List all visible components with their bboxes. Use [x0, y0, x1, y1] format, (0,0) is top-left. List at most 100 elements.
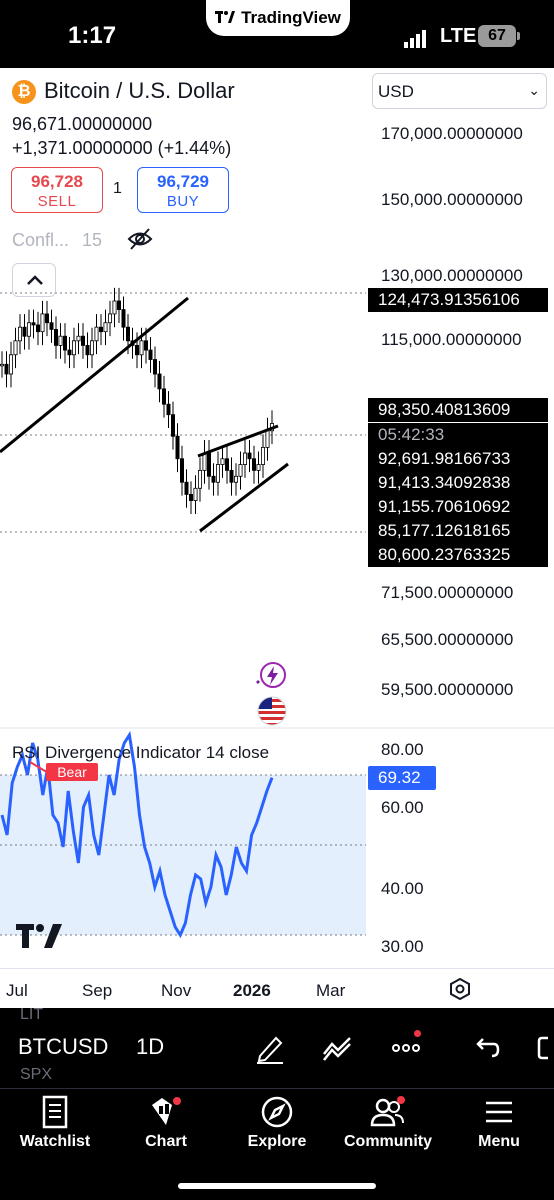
drawing-pen-icon[interactable] — [252, 1030, 288, 1066]
candle-body — [58, 335, 63, 346]
candle-body — [17, 326, 22, 342]
nav-watchlist[interactable]: Watchlist — [0, 1089, 110, 1169]
lightning-icon[interactable] — [256, 660, 288, 692]
candle-body — [148, 349, 153, 360]
eye-off-icon[interactable] — [126, 226, 154, 252]
spread-value: 1 — [113, 180, 122, 197]
candle-body — [215, 464, 220, 483]
indicator-name[interactable]: Confl... — [12, 230, 70, 250]
nav-explore[interactable]: Explore — [222, 1089, 332, 1169]
menu-icon — [486, 1101, 512, 1123]
time-label: Jul — [6, 981, 28, 1000]
candle-body — [26, 322, 31, 337]
candle-body — [72, 340, 77, 356]
more-icon[interactable] — [388, 1030, 424, 1066]
collapse-button[interactable] — [12, 263, 56, 297]
candle-body — [112, 300, 117, 315]
candle-body — [242, 452, 247, 465]
candle-body — [13, 340, 18, 356]
indicators-icon[interactable] — [320, 1030, 356, 1066]
candle-body — [139, 340, 144, 356]
candle-body — [103, 322, 108, 333]
price-tag: 80,600.23763325 — [368, 543, 548, 567]
chart-toolbar: LIT BTCUSD SPX 1D — [0, 1006, 554, 1088]
network-label: LTE — [440, 25, 477, 47]
nav-community[interactable]: Community — [333, 1089, 443, 1169]
candle-body — [224, 458, 229, 471]
current-price-tag: 98,350.40813609 — [368, 398, 548, 422]
candle-body — [202, 452, 207, 471]
candle-body — [76, 335, 81, 342]
candle-body — [188, 493, 193, 501]
candle-body — [85, 345, 90, 356]
candle-body — [143, 340, 148, 351]
price-chart[interactable] — [0, 0, 554, 968]
price-axis-label: 115,000.00000000 — [381, 330, 522, 349]
compass-icon — [261, 1096, 293, 1128]
price-axis-label: 65,500.00000000 — [381, 630, 514, 649]
price-tag: 85,177.12618165 — [368, 519, 548, 543]
trendline-support[interactable] — [0, 296, 189, 454]
candle-body — [247, 452, 252, 460]
chevron-down-icon: ⌄ — [528, 82, 540, 98]
watchlist-icon — [42, 1095, 68, 1129]
price-axis-label: 130,000.00000000 — [381, 266, 523, 285]
rsi-axis-label: 60.00 — [381, 798, 424, 817]
fullscreen-icon[interactable] — [530, 1030, 554, 1066]
price-axis-label: 59,500.00000000 — [381, 680, 514, 699]
candle-body — [170, 414, 175, 437]
candle-body — [0, 363, 4, 367]
symbol-title[interactable]: Bitcoin / U.S. Dollar — [44, 78, 235, 103]
interval-button[interactable]: 1D — [136, 1034, 165, 1059]
countdown-tag: 05:42:33 — [368, 423, 548, 447]
time-axis[interactable]: Jul Sep Nov 2026 Mar — [0, 968, 554, 1008]
candle-body — [211, 475, 216, 483]
price-axis-label: 170,000.00000000 — [381, 124, 523, 143]
rsi-title[interactable]: RSI Divergence Indicator 14 close — [12, 743, 270, 762]
candle-body — [108, 313, 113, 324]
time-label: Nov — [161, 981, 192, 1000]
candle-body — [157, 373, 162, 390]
chart-nav-icon — [152, 1097, 181, 1125]
rsi-current-tag: 69.32 — [368, 766, 436, 790]
last-price: 96,671.00000000 — [12, 114, 153, 134]
settings-icon[interactable] — [449, 978, 471, 1000]
app-pill-label: TradingView — [241, 8, 341, 27]
symbol-button[interactable]: BTCUSD — [18, 1034, 109, 1059]
undo-icon[interactable] — [468, 1030, 504, 1066]
us-flag-icon[interactable] — [256, 695, 288, 727]
candle-body — [117, 300, 122, 310]
nav-chart[interactable]: Chart — [111, 1089, 221, 1169]
time-label: Sep — [82, 981, 113, 1000]
wedge-upper-line[interactable] — [197, 424, 279, 458]
sell-label: SELL — [37, 193, 77, 210]
rsi-axis-label: 80.00 — [381, 740, 424, 759]
candle-body — [161, 388, 166, 405]
price-change: +1,371.00000000 (+1.44%) — [12, 138, 232, 158]
candle-body — [40, 313, 45, 333]
nav-menu[interactable]: Menu — [444, 1089, 554, 1169]
candle-body — [81, 335, 86, 346]
ghost-symbol-above: LIT — [20, 1006, 44, 1023]
battery-icon: 67 — [478, 25, 520, 47]
sell-button[interactable]: 96,728 SELL — [11, 167, 103, 213]
candle-body — [220, 458, 225, 465]
candle-body — [265, 430, 270, 448]
nav-label: Menu — [478, 1133, 520, 1150]
candle-body — [238, 464, 243, 477]
nav-label: Explore — [247, 1133, 307, 1150]
currency-select[interactable]: USD ⌄ — [372, 73, 547, 109]
nav-label: Watchlist — [19, 1133, 91, 1150]
candle-body — [134, 345, 139, 356]
tradingview-pill[interactable]: TradingView — [206, 0, 350, 36]
candle-body — [166, 403, 171, 416]
rsi-axis-label: 30.00 — [381, 937, 424, 956]
tradingview-watermark-icon — [16, 924, 62, 948]
candle-body — [49, 322, 54, 330]
signal-icon — [404, 30, 426, 48]
buy-button[interactable]: 96,729 BUY — [137, 167, 229, 213]
candle-body — [197, 469, 202, 489]
wedge-lower-line[interactable] — [199, 462, 289, 533]
time-label: Mar — [316, 981, 346, 1000]
candle-body — [233, 475, 238, 483]
